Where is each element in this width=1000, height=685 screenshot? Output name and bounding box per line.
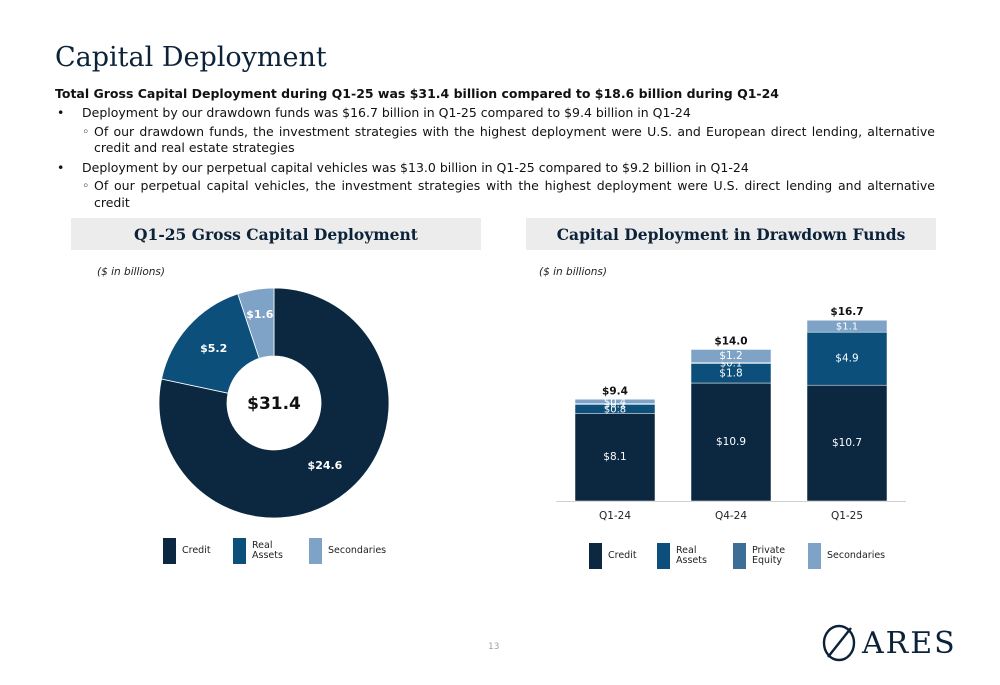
legend-swatch [233, 538, 246, 564]
legend-item: Credit [163, 538, 211, 564]
bar-data-label: $10.7 [832, 437, 862, 449]
legend-swatch [657, 543, 670, 569]
donut-center-total: $31.4 [247, 394, 301, 414]
donut-data-label: $5.2 [200, 342, 227, 355]
bar-category-label: Q4-24 [715, 510, 747, 522]
legend-swatch [808, 543, 821, 569]
legend-label: Secondaries [827, 549, 886, 561]
donut-units-note: ($ in billions) [97, 266, 166, 278]
legend-item: Secondaries [309, 538, 386, 564]
legend-label: Credit [182, 544, 211, 556]
legend-swatch [309, 538, 322, 564]
ares-logo-mark [822, 624, 856, 662]
legend-swatch [163, 538, 176, 564]
legend-item: Credit [589, 543, 637, 569]
legend-label: Secondaries [328, 544, 387, 556]
logo-wordmark: ARES [862, 625, 957, 661]
bullet-list: Deployment by our drawdown funds was $16… [55, 105, 935, 214]
page-title: Capital Deployment [55, 42, 327, 73]
bar-data-label: $1.2 [719, 350, 742, 362]
sub-bullet-perpetual: Of our perpetual capital vehicles, the i… [55, 178, 935, 211]
bar-data-label: $0.4 [604, 397, 626, 408]
legend-item: Real Assets [233, 538, 283, 564]
bullet-drawdown: Deployment by our drawdown funds was $16… [55, 105, 935, 122]
bar-segment-secondaries [574, 399, 656, 404]
bar-data-label: $8.1 [603, 451, 626, 463]
legend-item: Real Assets [657, 543, 707, 569]
bar-total-label: $9.4 [602, 385, 628, 397]
bar-segment-credit [574, 413, 656, 502]
bar-data-label: $4.9 [835, 353, 858, 365]
summary-line: Total Gross Capital Deployment during Q1… [55, 86, 780, 101]
donut-panel-header: Q1-25 Gross Capital Deployment [71, 218, 481, 250]
legend-item: Secondaries [808, 543, 885, 569]
bar-total-label: $14.0 [714, 335, 747, 347]
donut-data-label: $24.6 [308, 459, 343, 472]
bar-segment-real-assets [806, 331, 888, 386]
bar-segment-credit [690, 382, 772, 502]
bar-segment-secondaries [806, 319, 888, 333]
bar-data-label: $1.8 [719, 367, 742, 379]
bar-segment-credit [806, 384, 888, 502]
sub-bullet-drawdown: Of our drawdown funds, the investment st… [55, 124, 935, 157]
donut-slice-credit [158, 287, 390, 519]
donut-data-label: $1.6 [246, 308, 273, 321]
bar-category-label: Q1-25 [831, 510, 863, 522]
bar-data-label: $10.9 [716, 436, 746, 448]
legend-label: Private Equity [752, 544, 786, 566]
donut-slice-real-assets [161, 293, 260, 394]
bar-category-label: Q1-24 [599, 510, 631, 522]
donut-slice-secondaries [237, 287, 275, 359]
bar-units-note: ($ in billions) [539, 266, 608, 278]
bar-data-label: $0.1 [604, 400, 626, 411]
legend-item: Private Equity [733, 543, 785, 569]
bar-panel-header: Capital Deployment in Drawdown Funds [526, 218, 936, 250]
bar-total-label: $16.7 [830, 306, 863, 318]
legend-swatch [589, 543, 602, 569]
bar-segment-secondaries [690, 349, 772, 363]
legend-label: Real Assets [676, 544, 707, 566]
bar-data-label: $0.8 [604, 405, 626, 416]
legend-label: Real Assets [252, 539, 283, 561]
legend-label: Credit [608, 549, 637, 561]
bar-data-label: $0.1 [720, 359, 742, 370]
bullet-perpetual: Deployment by our perpetual capital vehi… [55, 160, 935, 177]
legend-swatch [733, 543, 746, 569]
page-number: 13 [488, 642, 500, 652]
bar-data-label: $1.1 [836, 322, 858, 333]
ares-logo: ARES [818, 622, 957, 664]
